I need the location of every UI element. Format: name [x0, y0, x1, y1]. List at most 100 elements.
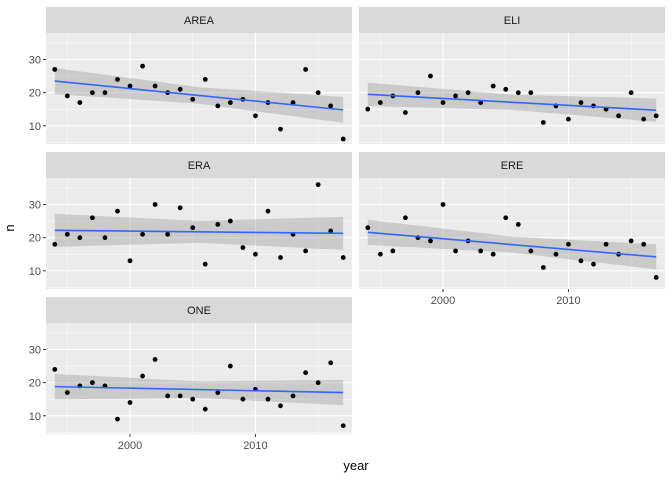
data-point: [215, 103, 221, 109]
x-tick-label: 2000: [431, 295, 455, 307]
data-point: [566, 116, 571, 122]
data-point: [90, 90, 95, 96]
data-point: [478, 248, 484, 254]
data-point: [340, 255, 346, 260]
data-point: [290, 393, 296, 399]
y-tick-label: 30: [29, 200, 41, 212]
data-point: [240, 245, 246, 250]
data-point: [127, 83, 133, 89]
data-point: [528, 90, 534, 96]
data-point: [653, 275, 659, 280]
data-point: [278, 403, 283, 409]
data-point: [603, 241, 609, 247]
data-point: [90, 215, 95, 221]
facet-panel-era: ERA 10 20 30: [29, 152, 352, 289]
data-point: [403, 215, 408, 221]
facet-panel-ere: ERE 2000 2010: [359, 152, 665, 307]
data-point: [377, 251, 383, 257]
data-point: [328, 103, 334, 109]
data-point: [515, 90, 521, 96]
data-point: [641, 241, 647, 247]
data-point: [540, 120, 546, 125]
data-point: [90, 380, 95, 386]
data-point: [127, 400, 133, 405]
data-point: [227, 100, 233, 105]
data-point: [377, 100, 383, 105]
data-point: [490, 83, 496, 89]
data-point: [215, 221, 221, 227]
data-point: [315, 90, 321, 96]
data-point: [591, 261, 596, 267]
data-point: [64, 93, 70, 99]
data-point: [440, 100, 446, 105]
data-point: [340, 423, 346, 429]
data-point: [202, 76, 208, 82]
data-point: [140, 373, 145, 379]
data-point: [140, 231, 145, 237]
strip-background: [359, 152, 665, 178]
data-point: [515, 221, 521, 227]
data-point: [202, 261, 208, 267]
data-point: [315, 182, 321, 188]
data-point: [528, 248, 534, 254]
y-tick-label: 10: [29, 121, 41, 133]
data-point: [64, 231, 70, 237]
strip-label: ONE: [187, 305, 211, 317]
regression-line: [367, 231, 657, 258]
data-point: [265, 396, 271, 402]
data-point: [390, 248, 396, 254]
data-point: [365, 225, 371, 231]
facet-panel-area: AREA 10 20 30: [29, 7, 352, 144]
data-point: [77, 235, 83, 241]
data-point: [152, 357, 158, 362]
strip-background: [46, 297, 352, 323]
regression-line: [367, 93, 657, 112]
x-tick-label: 2010: [243, 440, 267, 452]
data-point: [177, 393, 183, 399]
data-point: [177, 86, 183, 92]
data-point: [52, 67, 58, 72]
data-point: [578, 100, 584, 105]
regression-line: [54, 385, 344, 394]
data-point: [403, 110, 408, 115]
y-tick-label: 30: [29, 345, 41, 357]
data-point: [115, 76, 120, 82]
data-point: [628, 238, 634, 244]
x-tick-label: 2000: [118, 440, 142, 452]
data-point: [127, 258, 133, 264]
data-point: [328, 228, 334, 234]
data-point: [202, 406, 208, 412]
data-point: [628, 90, 634, 96]
data-point: [340, 136, 346, 142]
data-point: [503, 215, 509, 221]
data-point: [52, 241, 58, 247]
data-point: [453, 248, 458, 254]
y-axis-title: n: [2, 224, 17, 231]
data-point: [490, 251, 496, 257]
y-tick-label: 30: [29, 55, 41, 67]
data-point: [227, 363, 233, 369]
data-point: [115, 208, 120, 214]
data-point: [540, 265, 546, 270]
data-point: [503, 86, 509, 92]
data-point: [453, 93, 458, 99]
data-point: [303, 370, 308, 376]
data-point: [278, 255, 283, 260]
data-point: [115, 416, 120, 422]
data-point: [578, 258, 584, 264]
x-axis-title: year: [343, 458, 369, 473]
data-point: [616, 113, 621, 119]
data-point: [440, 202, 446, 207]
data-point: [553, 251, 559, 257]
strip-background: [46, 152, 352, 178]
data-point: [152, 83, 158, 89]
data-point: [365, 106, 371, 112]
data-point: [428, 238, 433, 244]
data-point: [566, 241, 571, 247]
strip-label: ERE: [501, 160, 524, 172]
data-point: [428, 73, 433, 79]
y-tick-label: 20: [29, 233, 41, 245]
y-tick-label: 20: [29, 378, 41, 390]
